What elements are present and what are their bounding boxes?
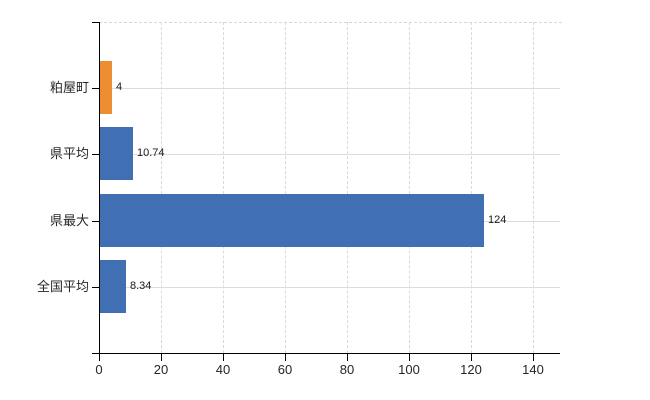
- category-label: 粕屋町: [49, 80, 89, 95]
- x-axis-tick: [161, 354, 162, 361]
- y-axis-tick: [92, 88, 99, 89]
- y-axis: [99, 22, 100, 354]
- x-axis-tick-label: 100: [398, 362, 420, 377]
- bar-value-label: 8.34: [130, 280, 152, 292]
- vertical-gridline: [533, 22, 534, 353]
- x-axis-tick-label: 80: [339, 362, 355, 377]
- bar-県最大: [100, 194, 484, 247]
- x-axis-tick: [347, 354, 348, 361]
- vertical-gridline: [409, 22, 410, 353]
- horizontal-gridline: [99, 154, 560, 155]
- y-axis-tick: [92, 22, 99, 23]
- x-axis-tick-label: 20: [153, 362, 169, 377]
- horizontal-gridline: [99, 88, 560, 89]
- y-axis-tick: [92, 287, 99, 288]
- horizontal-gridline: [99, 287, 560, 288]
- x-axis-tick-label: 140: [522, 362, 544, 377]
- bar-value-label: 124: [488, 214, 507, 226]
- vertical-gridline: [161, 22, 162, 353]
- vertical-gridline: [285, 22, 286, 353]
- category-label: 全国平均: [36, 279, 89, 294]
- bar-value-label: 4: [116, 81, 123, 93]
- y-axis-tick: [92, 154, 99, 155]
- plot-top-border: [99, 22, 562, 23]
- x-axis-tick: [533, 354, 534, 361]
- bar-県平均: [100, 127, 133, 180]
- vertical-gridline: [223, 22, 224, 353]
- x-axis-tick: [409, 354, 410, 361]
- vertical-gridline: [471, 22, 472, 353]
- y-axis-tick: [92, 221, 99, 222]
- category-label: 県最大: [49, 213, 89, 228]
- x-axis-tick: [285, 354, 286, 361]
- bar-全国平均: [100, 260, 126, 313]
- bar-value-label: 10.74: [137, 147, 165, 159]
- x-axis-tick-label: 120: [460, 362, 482, 377]
- x-axis-tick: [471, 354, 472, 361]
- vertical-gridline: [347, 22, 348, 353]
- x-axis-tick-label: 40: [215, 362, 231, 377]
- x-axis-tick: [99, 354, 100, 361]
- x-axis-tick-label: 60: [277, 362, 293, 377]
- bar-粕屋町: [100, 61, 112, 114]
- x-axis-tick-label: 0: [95, 362, 103, 377]
- category-label: 県平均: [49, 146, 89, 161]
- x-axis-tick: [223, 354, 224, 361]
- x-axis: [92, 353, 560, 354]
